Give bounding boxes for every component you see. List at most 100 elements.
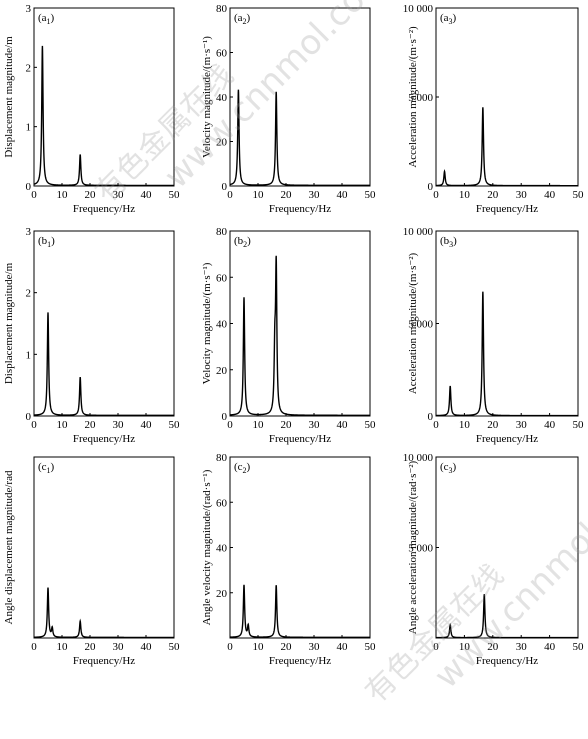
panel-5-ytick-label-80: 80 xyxy=(216,226,228,238)
panel-6-ytick-label-0: 0 xyxy=(428,411,434,423)
panel-9-frame xyxy=(435,456,579,639)
panel-6-frame xyxy=(435,230,579,417)
panel-6-xtick-label-50: 50 xyxy=(573,419,585,431)
panel-1-label: (a1) xyxy=(38,12,55,26)
panel-6-ytick-label-10000: 10 000 xyxy=(403,226,434,238)
response-spectra-figure: 0 10 20 30 40 500123Frequency/HzDisplacement … xyxy=(3,3,585,667)
panel-4-xtick-label-20: 20 xyxy=(85,419,97,431)
panel-8-label: (c2) xyxy=(234,461,251,475)
panel-5-label: (b2) xyxy=(234,235,251,249)
panel-2-ytick-label-60: 60 xyxy=(216,48,228,60)
panel-1-ytick-label-3: 3 xyxy=(26,3,32,15)
panel-5-xtick-label-0: 0 xyxy=(227,419,233,431)
panel-1-ytick-label-2: 2 xyxy=(26,62,32,74)
panel-2-xtick-label-0: 0 xyxy=(227,189,233,201)
panel-3-label: (a3) xyxy=(440,12,457,26)
panel-1-xtick-label-20: 20 xyxy=(85,189,97,201)
panel-6-ylabel: Acceleration magnitude/(m·s⁻²) xyxy=(407,252,419,394)
panel-9-xtick-label-50: 50 xyxy=(573,641,585,653)
panel-3-ytick-label-10000: 10 000 xyxy=(403,3,434,15)
panel-4-xtick-label-10: 10 xyxy=(57,419,69,431)
panel-9-xlabel: Frequency/Hz xyxy=(476,655,538,667)
panel-5-frame xyxy=(229,230,371,417)
panel-7-xtick-label-50: 50 xyxy=(169,641,181,653)
panel-4-xtick-label-0: 0 xyxy=(31,419,37,431)
panel-6-ytick-label-5000: 5 000 xyxy=(408,319,433,331)
panel-3-xlabel: Frequency/Hz xyxy=(476,203,538,215)
panel-8-spectrum-line xyxy=(230,584,370,639)
panel-3-spectrum-line xyxy=(435,107,578,187)
panel-3-ytick-label-0: 0 xyxy=(428,181,434,193)
panel-6-xtick-label-0: 0 xyxy=(433,419,439,431)
panel-1-ytick-label-1: 1 xyxy=(26,122,32,134)
panel-2-xtick-label-20: 20 xyxy=(281,189,293,201)
panel-9-xtick-label-10: 10 xyxy=(459,641,471,653)
panel-5-spectrum-line xyxy=(229,255,370,416)
panel-2-ytick-label-0: 0 xyxy=(222,181,228,193)
panel-8-ytick-label-20: 20 xyxy=(216,588,228,600)
panel-2-ytick-label-20: 20 xyxy=(216,137,228,149)
panel-2-xlabel: Frequency/Hz xyxy=(269,203,331,215)
panel-8-xlabel: Frequency/Hz xyxy=(269,655,331,667)
panel-5-xtick-label-10: 10 xyxy=(253,419,265,431)
panel-6-xtick-label-30: 30 xyxy=(516,419,528,431)
panel-2-xtick-label-50: 50 xyxy=(365,189,377,201)
panel-5: 0 10 20 30 40 50 0 20 40 60 80 Frequency/Hz Velocity… xyxy=(201,226,376,445)
panel-5-xtick-label-30: 30 xyxy=(309,419,321,431)
panel-8-xtick-label-20: 20 xyxy=(281,641,293,653)
panel-5-xtick-label-40: 40 xyxy=(337,419,349,431)
panel-6-label: (b3) xyxy=(440,235,457,249)
panel-4-ylabel: Displacement magnitude/m xyxy=(3,262,15,384)
panel-8-ytick-label-60: 60 xyxy=(216,497,228,509)
panel-6-xlabel: Frequency/Hz xyxy=(476,433,538,445)
panel-5-ytick-label-40: 40 xyxy=(216,319,228,331)
panel-1-xtick-label-0: 0 xyxy=(31,189,37,201)
panel-2-frame xyxy=(229,7,371,187)
panel-9-xtick-label-0: 0 xyxy=(433,641,439,653)
panel-2-ytick-label-40: 40 xyxy=(216,92,228,104)
panel-9-ytick-label-5000: 5 000 xyxy=(408,543,433,555)
panel-7-xtick-label-0: 0 xyxy=(31,641,37,653)
panel-4-ytick-label-1: 1 xyxy=(26,349,32,361)
panel-3-ylabel: Acceleration magnitude/(m·s⁻²) xyxy=(407,26,419,168)
panel-5-xtick-label-20: 20 xyxy=(281,419,293,431)
panel-4-xlabel: Frequency/Hz xyxy=(73,433,135,445)
panel-2-label: (a2) xyxy=(234,12,251,26)
panel-8-frame xyxy=(229,456,371,639)
panel-5-xtick-label-50: 50 xyxy=(365,419,377,431)
panel-5-xlabel: Frequency/Hz xyxy=(269,433,331,445)
panel-9-xtick-label-30: 30 xyxy=(516,641,528,653)
panel-3-xtick-label-50: 50 xyxy=(573,189,585,201)
panel-1-xlabel: Frequency/Hz xyxy=(73,203,135,215)
panel-8: 0 10 20 30 40 50 20 40 60 80 Frequency/Hz Angle vel… xyxy=(201,452,376,667)
panel-3-frame xyxy=(435,7,579,187)
panel-2-spectrum-line xyxy=(229,89,370,187)
panel-9-ytick-label-10000: 10 000 xyxy=(403,452,434,464)
panel-2-xtick-label-40: 40 xyxy=(337,189,349,201)
panel-2-xtick-label-30: 30 xyxy=(309,189,321,201)
panel-6-xtick-label-20: 20 xyxy=(487,419,499,431)
panel-3-ytick-label-5000: 5 000 xyxy=(408,92,433,104)
panel-8-xtick-label-30: 30 xyxy=(309,641,321,653)
panel-4-xtick-label-40: 40 xyxy=(141,419,153,431)
panel-5-ytick-label-20: 20 xyxy=(216,365,228,377)
panel-6-xtick-label-40: 40 xyxy=(544,419,556,431)
panel-9-xtick-label-40: 40 xyxy=(544,641,556,653)
panel-3-xtick-label-0: 0 xyxy=(433,189,439,201)
panel-4-ytick-label-2: 2 xyxy=(26,288,32,300)
panel-8-xtick-label-50: 50 xyxy=(365,641,377,653)
panel-4-xtick-label-50: 50 xyxy=(169,419,181,431)
panel-4-frame xyxy=(33,230,175,417)
panel-6: 0 10 20 30 40 50 0 5 000 10 000 Frequency/Hz Accel… xyxy=(403,226,584,445)
panel-2: 0 10 20 30 40 50 0 20 40 60 80 Frequency/Hz Velocity… xyxy=(201,3,376,215)
panel-8-ytick-label-80: 80 xyxy=(216,452,228,464)
panel-4-spectrum-line xyxy=(33,312,174,417)
panel-2-xtick-label-10: 10 xyxy=(253,189,265,201)
panel-8-xtick-label-0: 0 xyxy=(227,641,233,653)
panel-3-xtick-label-20: 20 xyxy=(487,189,499,201)
panel-4-ytick-label-3: 3 xyxy=(26,226,32,238)
panel-1-xtick-label-50: 50 xyxy=(169,189,181,201)
panel-6-xtick-label-10: 10 xyxy=(459,419,471,431)
panel-4-xtick-label-30: 30 xyxy=(113,419,125,431)
panel-5-ytick-label-60: 60 xyxy=(216,272,228,284)
